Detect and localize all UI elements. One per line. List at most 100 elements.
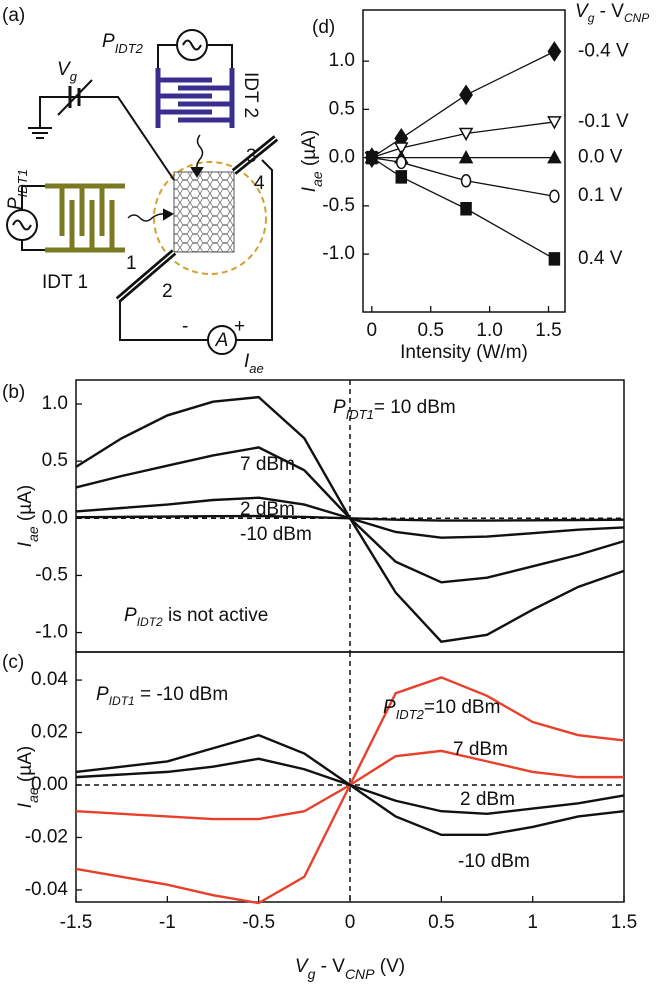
plus-label: +	[234, 316, 245, 337]
x-axis-title-rest: (V)	[375, 956, 406, 977]
idt2-label: IDT 2	[240, 72, 261, 118]
wave	[127, 213, 167, 222]
series-line	[75, 514, 625, 522]
x-tick-label: -1.5	[60, 912, 93, 933]
label-prefix-sub: IDT1	[346, 407, 374, 422]
gate-sub: g	[70, 69, 78, 84]
wire	[21, 185, 45, 210]
current-sub: ae	[249, 361, 263, 376]
source2-sub: IDT2	[115, 41, 144, 56]
legend-title-main: V	[575, 1, 590, 22]
series-label: -0.4 V	[578, 41, 629, 62]
series-label: 2 dBm	[460, 789, 515, 810]
contact-gap	[117, 251, 175, 301]
marker	[548, 252, 561, 266]
gate-main: V	[57, 59, 72, 80]
minus-label: -	[182, 316, 188, 337]
source2-label: PIDT2	[102, 31, 144, 56]
marker	[460, 202, 472, 216]
x-tick-label: 0.5	[418, 320, 444, 341]
series-label: 2 dBm	[240, 499, 295, 520]
annotation-main: P	[96, 684, 109, 705]
series-line	[371, 121, 555, 159]
series-label: 7 dBm	[240, 454, 295, 475]
wire	[207, 44, 233, 68]
annotation-text: = -10 dBm	[135, 684, 228, 705]
x-axis-title-mid: - V	[315, 956, 345, 977]
y-axis-title-main: I	[15, 802, 36, 808]
marker	[458, 127, 474, 142]
panel-label: (c)	[2, 652, 24, 673]
marker	[394, 142, 409, 156]
series-name: -10 dBm	[240, 524, 312, 545]
source1-main: P	[5, 197, 26, 210]
y-tick-label: 0.0	[42, 507, 68, 528]
y-axis-title-sub: ae	[25, 526, 41, 542]
x-axis-title-main: V	[295, 956, 310, 977]
marker	[547, 41, 562, 62]
marker	[549, 189, 560, 203]
label-prefix-main: P	[333, 397, 346, 418]
y-axis-title-main: I	[15, 541, 36, 547]
y-tick-label: -1.0	[35, 622, 68, 643]
contact-label: 2	[162, 281, 173, 302]
y-axis-title: Iae (µA)	[299, 130, 325, 192]
active-region	[153, 161, 267, 275]
series-label: -0.1 V	[578, 111, 629, 132]
x-tick-label: 1.5	[611, 912, 637, 933]
ammeter	[207, 325, 237, 355]
x-tick-label: 0.5	[428, 912, 454, 933]
x-axis-title: Intensity (W/m)	[400, 342, 528, 363]
graphene	[173, 171, 235, 253]
wire	[236, 159, 273, 341]
x-tick-label: 0	[367, 320, 378, 341]
series-name: 7 dBm	[453, 739, 508, 760]
contact-label: 3	[246, 146, 257, 167]
x-tick-label: -1	[159, 912, 176, 933]
wave	[196, 134, 204, 170]
x-axis-title-sub: g	[308, 966, 316, 982]
current-main: I	[244, 351, 250, 372]
series-label: -10 dBm	[240, 524, 312, 545]
source	[6, 209, 38, 241]
label-prefix-main: P	[383, 697, 396, 718]
series-label: 0.0 V	[578, 147, 623, 168]
marker	[460, 174, 472, 188]
series-line	[75, 733, 625, 837]
marker	[547, 116, 562, 130]
annotation: PIDT1 = -10 dBm	[96, 684, 228, 708]
series-name: =10 dBm	[424, 697, 501, 718]
series-line	[371, 50, 555, 159]
wire	[119, 300, 208, 341]
source1-sub: IDT1	[15, 169, 30, 197]
current-label: Iae	[244, 351, 264, 376]
gate-wire	[39, 96, 175, 181]
legend-title-sub: g	[588, 11, 595, 25]
x-tick-label: 1.5	[535, 320, 561, 341]
contact-label: 1	[126, 253, 137, 274]
variable-arrow	[57, 79, 93, 116]
sine	[12, 219, 32, 231]
y-axis-title-sub: ae	[25, 787, 41, 803]
contact-gap	[233, 137, 277, 173]
series-name: -10 dBm	[458, 851, 530, 872]
wire	[157, 44, 177, 68]
annotation: PIDT2 is not active	[124, 605, 268, 629]
y-tick-label: 1.0	[329, 50, 355, 71]
series-label: -10 dBm	[458, 851, 530, 872]
y-tick-label: 0.5	[42, 450, 68, 471]
source2-main: P	[102, 31, 115, 52]
x-tick-label: 1	[527, 912, 538, 933]
legend-title-sub2: CNP	[624, 11, 649, 25]
y-tick-label: 0.5	[329, 98, 355, 119]
x-tick-label: 1.0	[476, 320, 502, 341]
schematic	[6, 29, 279, 355]
series-label: PIDT2=10 dBm	[383, 697, 500, 722]
panel-label: (b)	[2, 382, 25, 403]
x-tick-label: -0.5	[242, 912, 275, 933]
y-tick-label: -1.0	[322, 243, 355, 264]
plot-frame	[362, 9, 566, 313]
annotation-sub: IDT1	[109, 694, 135, 708]
source	[176, 29, 208, 61]
